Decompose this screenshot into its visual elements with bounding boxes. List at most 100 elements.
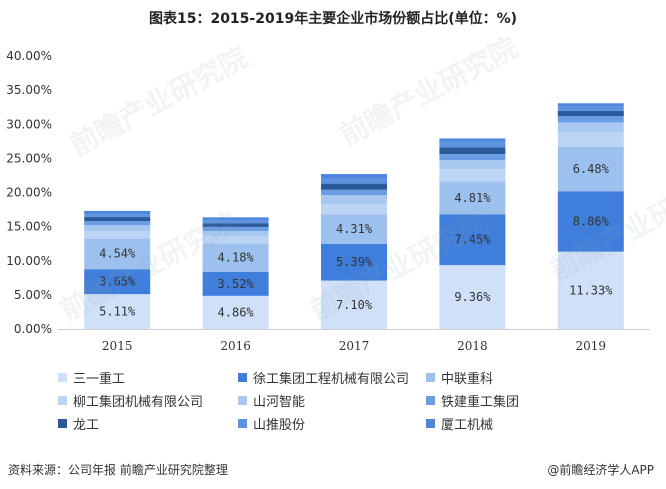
legend-item: 三一重工	[58, 368, 238, 387]
legend-label: 龙工	[73, 417, 100, 433]
legend-item: 柳工集团机械有限公司	[58, 391, 238, 410]
data-label: 5.39%	[336, 255, 373, 269]
data-label: 4.81%	[454, 191, 491, 205]
legend-swatch	[238, 372, 247, 382]
chart-title: 图表15：2015-2019年主要企业市场份额占比(单位：%)	[148, 11, 518, 27]
data-label: 9.36%	[454, 290, 491, 304]
y-tick-label: 35.00%	[6, 83, 52, 97]
chart-legend: 三一重工 徐工集团工程机械有限公司 中联重科柳工集团机械有限公司 山河智能 铁建重工集团…	[58, 368, 598, 433]
bar-segment	[321, 280, 387, 329]
y-tick-label: 5.00%	[14, 288, 52, 302]
bar-segment	[202, 226, 269, 231]
legend-item: 铁建重工集团	[426, 391, 598, 410]
data-label: 3.65%	[99, 275, 136, 289]
legend-swatch	[58, 418, 67, 428]
bar-segment	[84, 238, 151, 270]
x-tick-label: 2017	[339, 339, 370, 353]
bar-segment	[321, 243, 387, 281]
bar-segment	[439, 265, 506, 329]
data-label: 8.86%	[573, 214, 610, 228]
legend-swatch	[58, 372, 67, 382]
legend-label: 中联重科	[441, 371, 494, 387]
legend-item: 徐工集团工程机械有限公司	[238, 368, 426, 387]
legend-swatch	[58, 395, 67, 405]
bar-segment	[439, 169, 506, 182]
bar-segment	[84, 225, 151, 232]
y-tick-label: 10.00%	[6, 254, 52, 268]
legend-swatch	[238, 418, 247, 428]
brand-credit: @前瞻经济学人APP	[547, 463, 654, 477]
bar-segment	[202, 220, 269, 224]
legend-label: 山推股份	[253, 417, 306, 433]
data-label: 5.11%	[99, 305, 136, 319]
bar-segment	[202, 223, 269, 227]
data-label: 3.52%	[218, 277, 255, 291]
legend-label: 柳工集团机械有限公司	[73, 394, 204, 410]
legend-swatch	[426, 395, 435, 405]
legend-item: 厦工机械	[426, 414, 598, 433]
bar-segment	[439, 181, 506, 215]
bar-segment	[321, 178, 387, 184]
x-tick-label: 2016	[220, 339, 251, 353]
bar-segment	[321, 204, 387, 215]
bar-segment	[84, 294, 151, 329]
legend-label: 徐工集团工程机械有限公司	[253, 371, 410, 387]
legend-label: 山河智能	[253, 394, 306, 410]
bar-segment	[321, 214, 387, 244]
legend-item: 山推股份	[238, 414, 426, 433]
bar-segment	[202, 230, 269, 237]
bar-segment	[202, 295, 269, 329]
bar-segment	[557, 131, 624, 147]
x-tick-label: 2018	[457, 339, 488, 353]
bar-segment	[202, 217, 269, 221]
y-tick-label: 40.00%	[6, 49, 52, 63]
data-label: 4.18%	[218, 251, 255, 265]
bar-segment	[439, 214, 506, 266]
data-label: 11.33%	[569, 283, 613, 297]
bar-segment	[557, 110, 624, 117]
x-tick-label: 2015	[102, 339, 133, 353]
data-label: 7.45%	[454, 233, 491, 247]
y-tick-label: 15.00%	[6, 220, 52, 234]
bar-segment	[84, 231, 151, 239]
bar-segment	[202, 243, 269, 272]
legend-item: 龙工	[58, 414, 238, 433]
bar-segment	[84, 217, 151, 222]
data-label: 7.10%	[336, 298, 373, 312]
bar-segment	[84, 214, 151, 218]
y-tick-label: 20.00%	[6, 186, 52, 200]
data-label: 4.31%	[336, 222, 373, 236]
bar-segment	[557, 106, 624, 111]
x-tick-label: 2019	[576, 339, 607, 353]
legend-label: 三一重工	[73, 371, 126, 387]
bar-segment	[557, 146, 624, 192]
legend-swatch	[426, 418, 435, 428]
data-label: 6.48%	[573, 162, 610, 176]
legend-label: 厦工机械	[441, 417, 494, 433]
bar-segment	[557, 191, 624, 252]
bar-segment	[84, 210, 151, 215]
legend-item: 中联重科	[426, 368, 598, 387]
bar-segment	[321, 189, 387, 196]
legend-swatch	[238, 395, 247, 405]
data-label: 4.54%	[99, 247, 136, 261]
bar-segment	[202, 236, 269, 244]
legend-swatch	[426, 372, 435, 382]
bar-segment	[557, 251, 624, 329]
bar-segment	[439, 138, 506, 142]
bar-segment	[557, 103, 624, 107]
y-tick-label: 25.00%	[6, 151, 52, 165]
bar-segment	[321, 183, 387, 190]
legend-label: 铁建重工集团	[441, 394, 520, 410]
y-tick-label: 30.00%	[6, 117, 52, 131]
bar-segment	[439, 154, 506, 161]
bar-segment	[439, 141, 506, 148]
bar-segment	[439, 147, 506, 155]
data-label: 4.86%	[218, 305, 255, 319]
bar-segment	[557, 122, 624, 132]
stacked-bar-chart: 0.00% 5.00% 10.00% 15.00% 20.00% 25.00% 30.00%…	[6, 49, 650, 353]
bar-segment	[439, 160, 506, 170]
legend-item: 山河智能	[238, 391, 426, 410]
bar-segment	[202, 271, 269, 296]
source-note: 资料来源：公司年报 前瞻产业研究院整理	[8, 463, 228, 477]
